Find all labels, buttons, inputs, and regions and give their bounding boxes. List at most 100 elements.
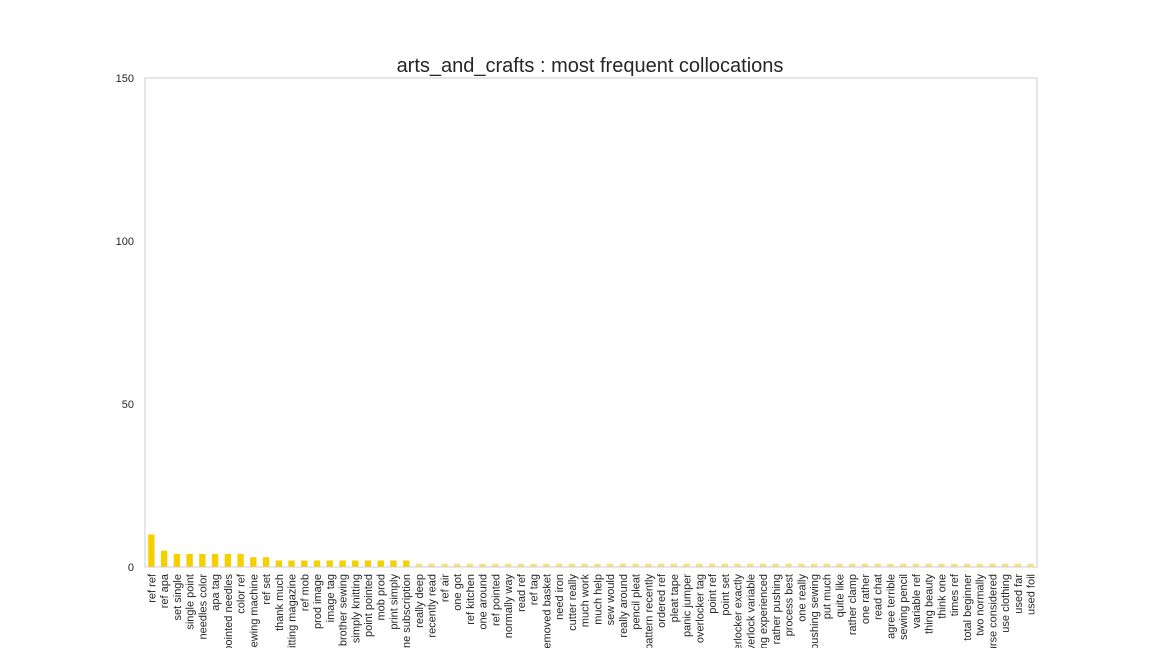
bar	[441, 563, 448, 567]
bar	[759, 563, 767, 567]
bar	[963, 563, 971, 567]
bar	[670, 563, 678, 567]
x-tick-label: rather pushing	[771, 574, 783, 644]
x-tick-label: needles color	[197, 574, 209, 640]
bar	[301, 560, 308, 567]
bar	[275, 560, 282, 567]
x-tick-label: set single	[172, 574, 184, 620]
bar	[861, 563, 869, 567]
x-tick-label: sewing experienced	[758, 574, 770, 648]
x-tick-label: one subscription	[401, 574, 413, 648]
x-tick-label: print simply	[388, 574, 400, 630]
bar	[492, 563, 499, 567]
bar	[517, 563, 525, 567]
x-tick-label: course considered	[987, 574, 999, 648]
x-tick-label: ref mob	[299, 574, 311, 611]
x-tick-label: agree terrible	[885, 574, 897, 639]
x-tick-label: point set	[720, 574, 732, 616]
x-tick-label: one around	[478, 574, 490, 630]
x-tick-label: panic jumper	[682, 574, 694, 637]
x-tick-label: brother sewing	[338, 574, 350, 646]
x-tick-label: sewing pencil	[898, 574, 910, 640]
y-tick-label: 50	[122, 399, 134, 411]
bar	[900, 563, 907, 567]
x-tick-label: color ref	[236, 573, 248, 614]
x-tick-label: much work	[580, 574, 592, 628]
bar	[836, 563, 843, 567]
plot-frame	[144, 77, 1038, 568]
bar	[925, 563, 932, 567]
bar	[1001, 563, 1009, 567]
bar	[479, 563, 486, 567]
x-tick-label: overlock variable	[745, 574, 757, 648]
x-tick-label: single point	[185, 574, 197, 630]
bar	[555, 563, 563, 567]
x-tick-label: quite like	[834, 574, 846, 617]
x-tick-label: mob prod	[376, 574, 388, 620]
x-tick-label: read ref	[516, 573, 528, 612]
bar	[581, 563, 588, 567]
bar	[466, 563, 474, 567]
bar	[199, 553, 206, 567]
bar	[160, 550, 168, 567]
bar	[849, 563, 856, 567]
bar	[887, 563, 894, 567]
bar	[708, 563, 716, 567]
bar	[696, 563, 703, 567]
x-tick-label: overlocker exactly	[733, 574, 745, 648]
bar	[645, 563, 652, 567]
bar	[313, 560, 321, 567]
bar	[683, 563, 690, 567]
bar	[632, 563, 639, 567]
bar	[403, 560, 410, 567]
x-tick-label: ref ref	[146, 573, 158, 603]
bar	[976, 563, 983, 567]
x-tick-label: ref set	[261, 574, 273, 605]
x-tick-label: pencil pleat	[631, 574, 643, 630]
bar	[989, 563, 996, 567]
x-tick-label: much help	[592, 574, 604, 625]
x-tick-label: knitting magazine	[287, 574, 299, 648]
y-tick-label: 0	[128, 562, 134, 574]
bars-group	[148, 534, 1034, 567]
bar	[657, 563, 665, 567]
x-tick-label: recently read	[427, 574, 439, 638]
x-tick-label: times ref	[949, 573, 961, 616]
bar	[810, 563, 818, 567]
bar	[504, 563, 512, 567]
x-tick-label: two normally	[975, 574, 987, 636]
bar	[785, 563, 792, 567]
x-tick-label: really around	[618, 574, 630, 638]
x-tick-label: removed basket	[541, 574, 553, 648]
bar	[568, 563, 576, 567]
y-tick-label: 100	[116, 236, 134, 248]
x-tick-label: used far	[1013, 574, 1025, 614]
bar	[912, 563, 920, 567]
bar	[1014, 563, 1022, 567]
bar	[772, 563, 779, 567]
x-tick-label: cutter really	[567, 574, 579, 631]
bar	[938, 563, 945, 567]
x-tick-label: read chat	[873, 574, 885, 620]
x-tick-label: normally way	[503, 574, 515, 639]
x-tick-label: prod image	[312, 574, 324, 629]
x-tick-label: sew would	[605, 574, 617, 625]
bar	[352, 560, 359, 567]
bar	[173, 553, 181, 567]
bar	[415, 563, 423, 567]
x-tick-label: overlocker tag	[694, 574, 706, 643]
bar	[148, 534, 155, 567]
y-axis: 0 50 100 150	[116, 73, 134, 574]
bar	[339, 560, 346, 567]
bar	[262, 557, 270, 567]
bar	[364, 560, 372, 567]
bar	[543, 563, 550, 567]
bar	[428, 563, 435, 567]
x-tick-label: total beginner	[962, 574, 974, 641]
x-tick-label: thank much	[274, 574, 286, 631]
x-tick-label: image tag	[325, 574, 337, 622]
bar	[250, 557, 257, 567]
x-tick-label: ref kitchen	[465, 574, 477, 625]
x-tick-label: really deep	[414, 574, 426, 628]
bar	[377, 560, 384, 567]
